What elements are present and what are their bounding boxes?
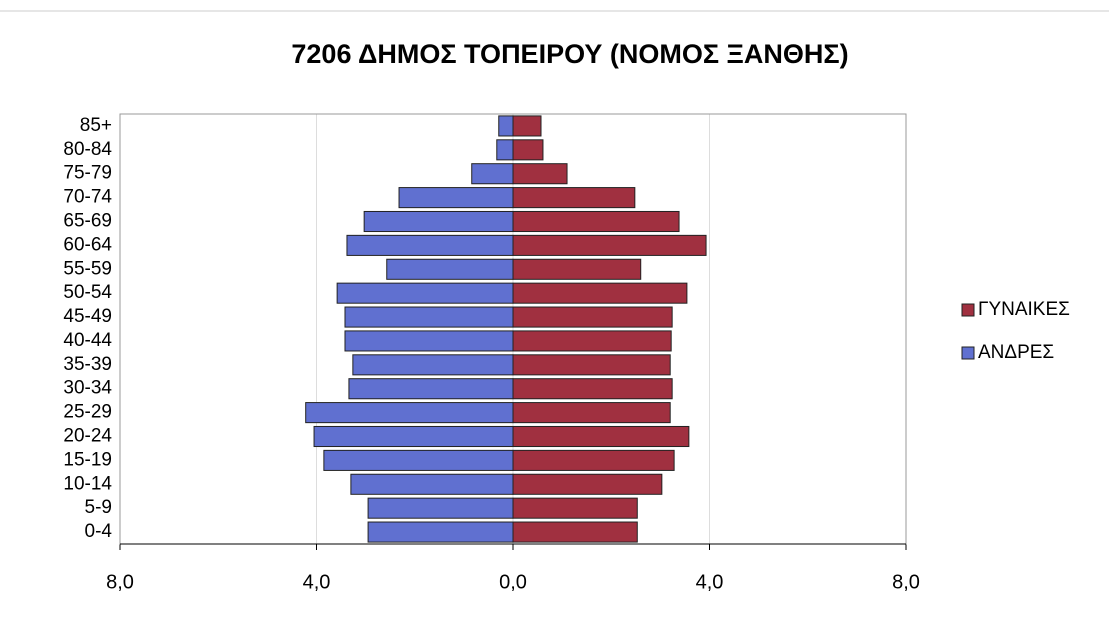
bar: [512, 187, 636, 209]
legend-label: ΓΥΝΑΙΚΕΣ: [978, 299, 1070, 320]
bar: [512, 497, 638, 519]
bar: [348, 378, 514, 400]
x-tick-label: 8,0: [892, 571, 920, 593]
bar: [512, 139, 544, 161]
chart-title: 7206 ΔΗΜΟΣ ΤΟΠΕΙΡΟΥ (ΝΟΜΟΣ ΞΑΝΘΗΣ): [291, 39, 848, 69]
y-tick-label: 85+: [80, 115, 112, 136]
x-tick-label: 8,0: [106, 571, 134, 593]
bar: [512, 306, 673, 328]
bar: [363, 210, 514, 233]
bar: [352, 354, 514, 376]
y-tick-label: 25-29: [63, 402, 112, 423]
y-tick-label: 65-69: [63, 211, 112, 232]
bar: [367, 521, 514, 543]
bar: [344, 306, 514, 328]
legend-swatch: [961, 346, 975, 360]
bar: [398, 187, 514, 209]
y-tick-label: 80-84: [63, 139, 112, 160]
bar: [512, 521, 638, 543]
y-tick-label: 5-9: [85, 497, 112, 518]
bar: [346, 234, 514, 256]
y-tick-label: 60-64: [63, 234, 112, 255]
legend-swatch: [961, 303, 975, 317]
y-tick-label: 75-79: [63, 163, 112, 184]
y-tick-label: 70-74: [63, 187, 112, 208]
bar: [471, 163, 514, 185]
y-tick-label: 30-34: [63, 378, 112, 399]
y-tick-label: 55-59: [63, 258, 112, 279]
bar: [512, 354, 671, 376]
y-tick-label: 0-4: [85, 521, 113, 542]
bar: [512, 378, 673, 400]
bar: [512, 163, 568, 185]
bar: [313, 425, 514, 448]
bar: [336, 282, 514, 304]
y-tick-label: 50-54: [63, 282, 112, 303]
y-tick-label: 45-49: [63, 306, 112, 327]
bar: [512, 115, 542, 137]
bar: [498, 115, 514, 137]
bar: [386, 258, 514, 280]
bar: [350, 473, 514, 495]
bar: [305, 402, 514, 424]
bar: [496, 139, 514, 161]
bar: [512, 402, 671, 424]
legend-label: ΑΝΔΡΕΣ: [978, 342, 1054, 363]
bar: [323, 449, 514, 471]
bar: [344, 330, 514, 352]
bar: [512, 330, 672, 352]
x-tick-label: 4,0: [303, 571, 331, 593]
bar: [512, 258, 642, 280]
bar: [512, 234, 707, 256]
bar: [512, 282, 688, 304]
x-tick-label: 0,0: [499, 571, 527, 593]
bar: [512, 473, 663, 495]
y-tick-label: 40-44: [63, 330, 112, 351]
y-tick-label: 10-14: [63, 473, 112, 494]
y-tick-label: 20-24: [63, 426, 112, 447]
y-tick-label: 15-19: [63, 449, 112, 470]
x-tick-label: 4,0: [696, 571, 724, 593]
bar: [367, 497, 514, 519]
bar: [512, 449, 675, 471]
bar: [512, 210, 680, 233]
bar: [512, 425, 690, 448]
y-tick-label: 35-39: [63, 354, 112, 375]
